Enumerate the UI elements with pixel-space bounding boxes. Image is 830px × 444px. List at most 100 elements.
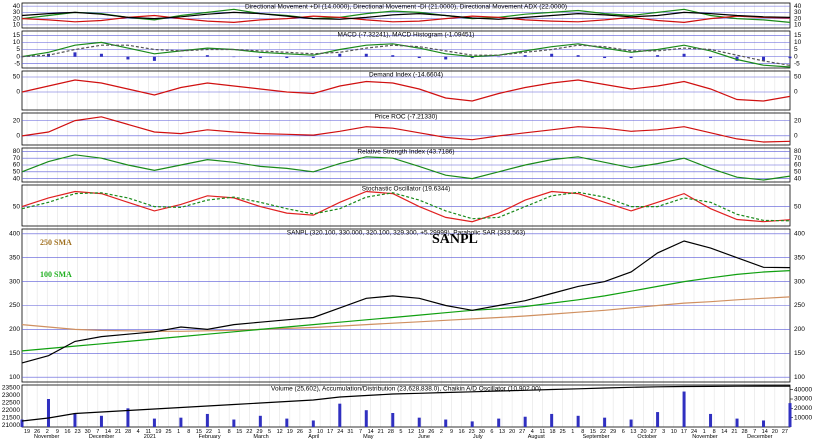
x-day-label: 30 xyxy=(85,429,91,435)
series-line xyxy=(21,190,791,223)
y-tick-label: 20 xyxy=(13,15,21,22)
y-tick-label-right: 50 xyxy=(794,169,802,176)
x-day-label: 22 xyxy=(600,429,606,435)
y-tick-label-right: 0 xyxy=(794,133,798,140)
y-tick-label-right: 0 xyxy=(794,53,798,60)
x-day-label: 26 xyxy=(34,429,40,435)
bar xyxy=(709,413,713,427)
y-tick-label: 10 xyxy=(13,39,21,46)
x-day-label: 1 xyxy=(177,429,180,435)
bar xyxy=(391,55,395,57)
x-day-label: 24 xyxy=(337,429,343,435)
x-day-label: 29 xyxy=(610,429,616,435)
bar xyxy=(497,56,501,58)
bar xyxy=(20,419,24,427)
y-tick-label-right: 60 xyxy=(794,162,802,169)
x-day-label: 1 xyxy=(703,429,706,435)
bar xyxy=(126,408,130,427)
bar xyxy=(470,56,474,59)
bar xyxy=(523,416,527,427)
y-tick-label: 20 xyxy=(13,117,21,124)
bar xyxy=(73,52,77,57)
panel-title: Volume (25,602), Accumulation/Distributi… xyxy=(271,386,541,393)
bar xyxy=(73,413,77,427)
x-day-label: 29 xyxy=(256,429,262,435)
bar xyxy=(99,53,103,57)
y-tick-label-right: 100 xyxy=(794,374,805,381)
series-line xyxy=(21,240,791,364)
y-tick-label-right: 40 xyxy=(794,3,802,10)
y2-tick-label: 10000 xyxy=(794,414,812,421)
x-day-label: 17 xyxy=(327,429,333,435)
y-tick-label: 400 xyxy=(9,231,20,238)
y-tick-label: 80 xyxy=(13,148,21,155)
panel-title: MACD (-7.32241), MACD Histogram (-1.0945… xyxy=(338,32,475,39)
bar xyxy=(788,403,792,427)
series-line xyxy=(21,296,791,332)
x-day-label: 3 xyxy=(308,429,311,435)
y-tick-label: 250 xyxy=(9,302,20,309)
y-tick-label: 40 xyxy=(13,175,21,182)
x-day-label: 19 xyxy=(155,429,161,435)
x-day-label: 16 xyxy=(459,429,465,435)
bar xyxy=(311,56,315,59)
series-line xyxy=(21,385,790,422)
y-tick-label: 50 xyxy=(13,203,21,210)
x-day-label: 8 xyxy=(581,429,584,435)
series-line xyxy=(21,8,791,23)
x-day-label: 7 xyxy=(753,429,756,435)
bar xyxy=(682,391,686,427)
x-day-label: 31 xyxy=(347,429,353,435)
x-month-label: July xyxy=(473,434,483,439)
x-day-label: 24 xyxy=(691,429,697,435)
x-day-label: 10 xyxy=(317,429,323,435)
y-tick-label-right: 200 xyxy=(794,326,805,333)
y-tick-label-right: 70 xyxy=(794,155,802,162)
x-day-label: 20 xyxy=(772,429,778,435)
y-tick-label-right: 250 xyxy=(794,302,805,309)
x-day-label: 4 xyxy=(531,429,534,435)
y-tick-label: 22500 xyxy=(2,400,20,407)
y-tick-label: 0 xyxy=(16,53,20,60)
panel-title: Price ROC (-7.21330) xyxy=(375,114,438,121)
bar xyxy=(656,55,660,57)
y-tick-label: 21500 xyxy=(2,415,20,422)
x-month-label: October xyxy=(637,434,657,439)
y2-tick-label: 40000 xyxy=(794,386,812,393)
x-day-label: 5 xyxy=(268,429,271,435)
bar xyxy=(338,403,342,427)
panel-frame xyxy=(21,2,791,29)
x-day-label: 11 xyxy=(540,429,546,435)
x-day-label: 26 xyxy=(428,429,434,435)
bar xyxy=(20,56,24,58)
bar xyxy=(232,56,236,58)
y-tick-label: 10 xyxy=(13,22,21,29)
x-day-label: 9 xyxy=(450,429,453,435)
x-month-label: September xyxy=(583,434,610,439)
bar xyxy=(735,56,739,61)
x-day-label: 25 xyxy=(560,429,566,435)
y-tick-label: 15 xyxy=(13,32,21,39)
x-day-label: 1 xyxy=(218,429,221,435)
x-day-label: 15 xyxy=(196,429,202,435)
bar xyxy=(656,412,660,427)
y-tick-label: 70 xyxy=(13,155,21,162)
x-day-label: 22 xyxy=(206,429,212,435)
y-tick-label: 23500 xyxy=(2,385,20,392)
panel-title: SANPL (320.100, 330.000, 320.100, 329.30… xyxy=(287,230,525,237)
bar xyxy=(470,421,474,427)
bar xyxy=(232,419,236,427)
bar xyxy=(497,418,501,427)
x-day-label: 23 xyxy=(469,429,475,435)
x-day-label: 7 xyxy=(96,429,99,435)
annotation: 100 SMA xyxy=(40,270,72,279)
x-day-label: 6 xyxy=(622,429,625,435)
x-month-label: June xyxy=(418,434,430,439)
x-day-label: 28 xyxy=(388,429,394,435)
bar xyxy=(46,399,50,427)
x-day-label: 15 xyxy=(236,429,242,435)
bar xyxy=(391,413,395,427)
x-day-label: 20 xyxy=(640,429,646,435)
x-day-label: 21 xyxy=(378,429,384,435)
series-line xyxy=(21,116,791,143)
